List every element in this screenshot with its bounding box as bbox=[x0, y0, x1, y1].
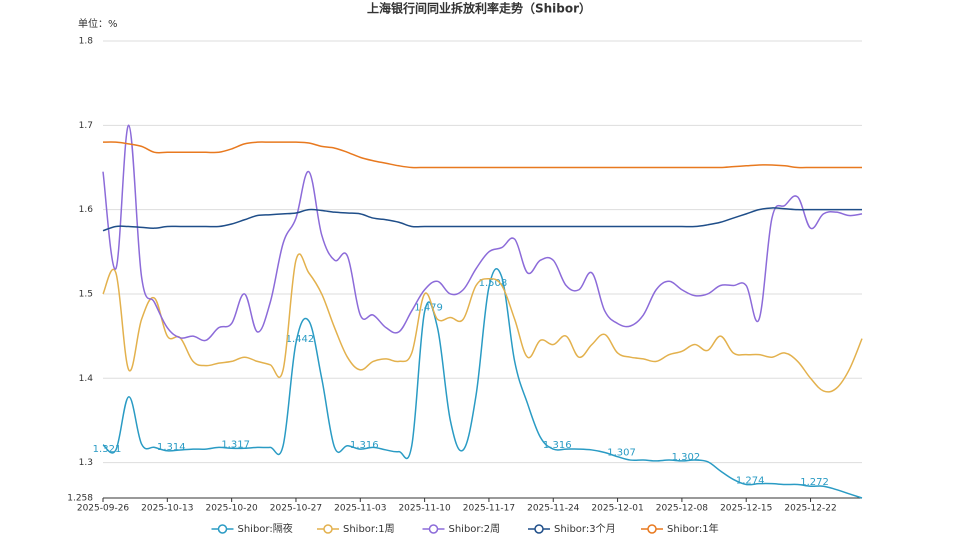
y-tick-label: 1.3 bbox=[79, 458, 93, 468]
series-line bbox=[102, 141, 862, 169]
legend-marker bbox=[534, 524, 544, 534]
x-tick-label: 2025-12-08 bbox=[656, 504, 709, 514]
data-label: 1.508 bbox=[479, 278, 508, 289]
x-tick-label: 2025-09-26 bbox=[77, 504, 130, 514]
x-tick-label: 2025-10-20 bbox=[205, 504, 258, 514]
legend-label: Shibor:3个月 bbox=[554, 523, 616, 535]
x-tick-label: 2025-12-15 bbox=[720, 504, 772, 514]
legend-marker bbox=[217, 524, 228, 534]
legend-label: Shibor:2周 bbox=[449, 523, 501, 535]
y-tick-label: 1.258 bbox=[67, 494, 93, 504]
legend-label: Shibor:1周 bbox=[343, 523, 395, 535]
y-tick-label: 1.8 bbox=[79, 37, 94, 47]
legend-label: Shibor:隔夜 bbox=[238, 522, 293, 535]
series-line bbox=[102, 253, 863, 393]
data-label: 1.272 bbox=[800, 477, 829, 488]
x-tick-label: 2025-11-17 bbox=[463, 504, 515, 514]
data-label: 1.479 bbox=[414, 303, 443, 314]
data-label: 1.317 bbox=[221, 439, 250, 450]
chart-title: 上海银行间同业拆放利率走势（Shibor） bbox=[367, 1, 591, 16]
x-tick-label: 2025-11-10 bbox=[398, 504, 451, 514]
y-tick-label: 1.7 bbox=[79, 121, 93, 131]
data-label: 1.316 bbox=[350, 440, 379, 451]
data-label: 1.321 bbox=[93, 444, 122, 455]
data-label: 1.442 bbox=[286, 334, 315, 345]
series-line bbox=[102, 207, 862, 232]
y-tick-label: 1.6 bbox=[79, 205, 94, 215]
x-tick-label: 2025-10-27 bbox=[270, 504, 322, 514]
y-tick-label: 1.4 bbox=[79, 374, 94, 384]
legend-marker bbox=[323, 524, 333, 534]
unit-label: 单位：% bbox=[78, 17, 118, 30]
data-label: 1.314 bbox=[157, 442, 186, 453]
legend-label: Shibor:1年 bbox=[667, 522, 719, 535]
legend-marker bbox=[428, 524, 439, 534]
data-label: 1.274 bbox=[736, 476, 765, 487]
series-line bbox=[102, 124, 863, 342]
series-line bbox=[102, 268, 863, 499]
data-label: 1.307 bbox=[607, 448, 636, 459]
data-label: 1.316 bbox=[543, 440, 572, 451]
x-tick-label: 2025-11-24 bbox=[527, 504, 580, 514]
legend-marker bbox=[647, 524, 657, 534]
x-tick-label: 2025-11-03 bbox=[334, 504, 386, 514]
y-tick-label: 1.5 bbox=[79, 289, 93, 299]
x-tick-label: 2025-12-01 bbox=[591, 504, 643, 514]
x-tick-label: 2025-12-22 bbox=[784, 504, 836, 514]
data-label: 1.302 bbox=[672, 452, 701, 463]
x-tick-label: 2025-10-13 bbox=[141, 504, 193, 514]
